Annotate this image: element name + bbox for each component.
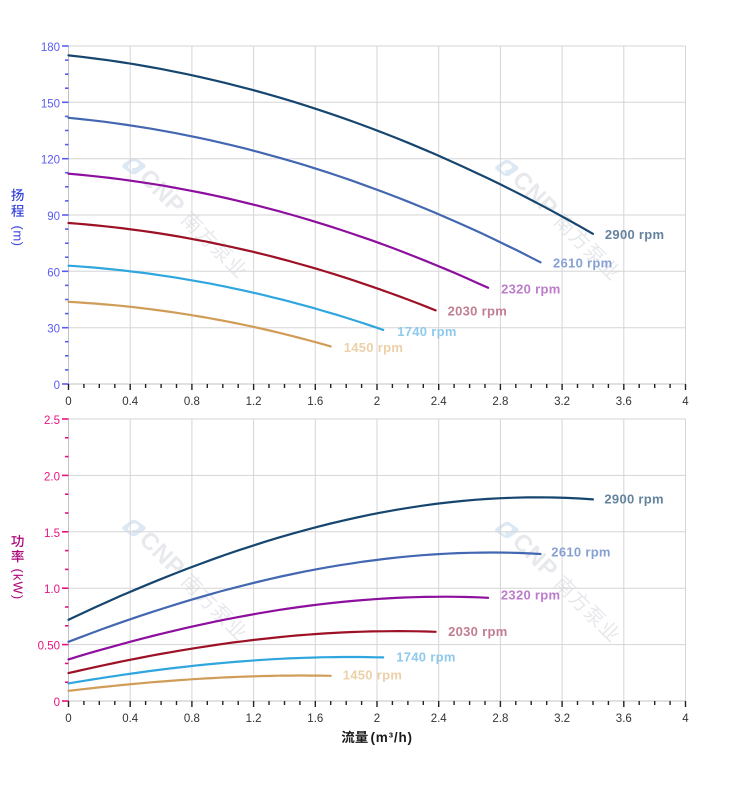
svg-text:2: 2 [374, 396, 380, 408]
svg-text:(m): (m) [11, 226, 26, 247]
svg-text:3.2: 3.2 [554, 396, 570, 408]
svg-text:4: 4 [682, 713, 689, 725]
svg-text:2.8: 2.8 [492, 396, 508, 408]
svg-text:60: 60 [47, 267, 60, 279]
svg-text:1.2: 1.2 [246, 396, 262, 408]
svg-text:2900 rpm: 2900 rpm [604, 491, 664, 506]
svg-text:150: 150 [41, 98, 60, 110]
svg-text:3.6: 3.6 [616, 713, 632, 725]
svg-text:2.8: 2.8 [492, 713, 508, 725]
svg-text:1740 rpm: 1740 rpm [397, 324, 457, 339]
svg-text:2030 rpm: 2030 rpm [448, 304, 508, 319]
svg-text:0.8: 0.8 [184, 713, 200, 725]
svg-text:2610 rpm: 2610 rpm [553, 256, 613, 271]
svg-text:2.5: 2.5 [44, 415, 60, 427]
svg-text:0: 0 [65, 713, 71, 725]
svg-text:1.6: 1.6 [307, 396, 323, 408]
svg-text:0: 0 [65, 396, 71, 408]
svg-text:0: 0 [54, 697, 60, 709]
svg-text:1450 rpm: 1450 rpm [343, 668, 403, 683]
svg-text:1.6: 1.6 [307, 713, 323, 725]
svg-text:2900 rpm: 2900 rpm [605, 227, 665, 242]
svg-text:2030 rpm: 2030 rpm [448, 624, 508, 639]
svg-text:180: 180 [41, 42, 60, 54]
svg-text:120: 120 [41, 155, 60, 167]
svg-text:2610 rpm: 2610 rpm [551, 545, 611, 560]
svg-text:1450 rpm: 1450 rpm [344, 340, 404, 355]
svg-text:3.6: 3.6 [616, 396, 632, 408]
svg-text:(m³/h): (m³/h) [371, 730, 413, 745]
svg-text:0.8: 0.8 [184, 396, 200, 408]
svg-text:2.4: 2.4 [431, 713, 448, 725]
svg-text:0.4: 0.4 [122, 396, 139, 408]
svg-text:1740 rpm: 1740 rpm [396, 650, 456, 665]
svg-text:2: 2 [374, 713, 380, 725]
svg-text:30: 30 [47, 324, 60, 336]
svg-text:2320 rpm: 2320 rpm [501, 588, 561, 603]
svg-text:1.5: 1.5 [44, 528, 60, 540]
svg-text:2.0: 2.0 [44, 471, 60, 483]
svg-text:(kW): (kW) [11, 569, 26, 601]
svg-text:3.2: 3.2 [554, 713, 570, 725]
svg-text:4: 4 [682, 396, 689, 408]
svg-text:2.4: 2.4 [431, 396, 448, 408]
svg-text:2320 rpm: 2320 rpm [501, 281, 560, 296]
svg-text:0.50: 0.50 [38, 641, 60, 653]
svg-text:0.4: 0.4 [122, 713, 139, 725]
svg-text:0: 0 [54, 380, 60, 392]
svg-text:90: 90 [47, 211, 60, 223]
svg-text:1.0: 1.0 [44, 584, 60, 596]
svg-text:1.2: 1.2 [246, 713, 262, 725]
